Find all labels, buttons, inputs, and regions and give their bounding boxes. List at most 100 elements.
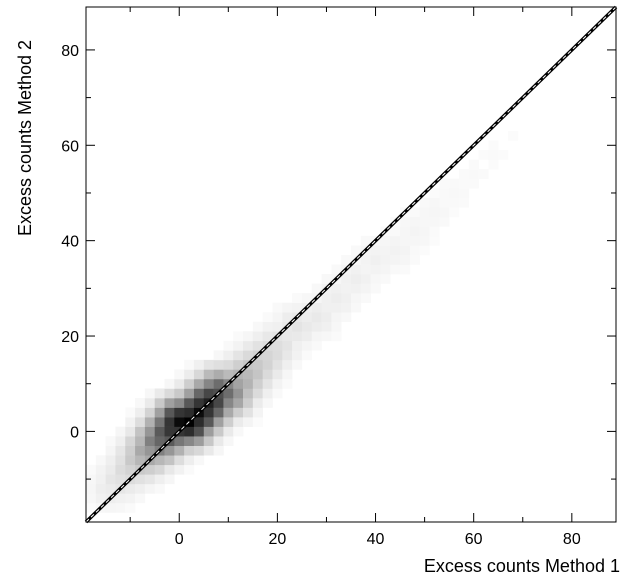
heatmap-cell xyxy=(223,417,234,427)
heatmap-cell xyxy=(429,216,440,227)
heatmap-cell xyxy=(233,331,244,342)
heatmap-cell xyxy=(164,407,175,418)
heatmap-cell xyxy=(360,235,371,246)
heatmap-cell xyxy=(193,455,205,466)
heatmap-cell xyxy=(184,359,195,370)
heatmap-cell xyxy=(193,445,205,456)
heatmap-cell xyxy=(468,178,479,189)
heatmap-cell xyxy=(135,455,146,466)
heatmap-cell xyxy=(105,502,116,513)
heatmap-cell xyxy=(174,369,185,380)
heatmap-cell xyxy=(311,321,322,332)
heatmap-cell xyxy=(400,226,411,237)
heatmap-cell xyxy=(125,502,136,513)
heatmap-cell xyxy=(223,340,234,351)
heatmap-cell xyxy=(135,417,146,427)
heatmap-cell xyxy=(154,474,165,485)
heatmap-cell xyxy=(429,226,440,237)
heatmap-cell xyxy=(115,474,126,485)
heatmap-cell xyxy=(135,445,146,456)
heatmap-cell xyxy=(351,274,362,284)
heatmap-cell xyxy=(95,474,106,485)
heatmap-cell xyxy=(272,359,283,370)
heatmap-cell xyxy=(125,407,136,418)
heatmap-cell xyxy=(439,216,450,227)
heatmap-cell xyxy=(272,388,283,399)
heatmap-cell xyxy=(135,483,146,494)
heatmap-cell xyxy=(135,398,146,408)
heatmap-cell xyxy=(488,159,499,170)
heatmap-cell xyxy=(95,455,106,466)
heatmap-cell xyxy=(223,359,234,370)
heatmap-cell xyxy=(311,331,322,342)
heatmap-cell xyxy=(154,417,165,427)
heatmap-cell xyxy=(115,502,126,513)
x-tick-label: 80 xyxy=(563,531,581,548)
heatmap-cell xyxy=(252,369,263,380)
heatmap-cell xyxy=(193,417,205,427)
heatmap-cell xyxy=(243,388,254,399)
heatmap-cell xyxy=(272,378,283,389)
heatmap-cell xyxy=(282,350,293,361)
heatmap-cell xyxy=(135,474,146,485)
heatmap-cell xyxy=(292,321,303,332)
heatmap-cell xyxy=(154,455,165,466)
heatmap-cell xyxy=(292,331,303,342)
heatmap-cell xyxy=(184,455,195,466)
heatmap-cell xyxy=(439,207,450,218)
x-tick-label: 40 xyxy=(367,531,385,548)
heatmap-cell xyxy=(243,417,254,427)
heatmap-cell xyxy=(400,264,411,275)
heatmap-cell xyxy=(233,350,244,361)
heatmap-cell xyxy=(243,369,254,380)
heatmap-cell xyxy=(321,331,332,342)
heatmap-cell xyxy=(478,169,489,179)
heatmap-cell xyxy=(292,350,303,361)
heatmap-cell xyxy=(233,378,244,389)
heatmap-cell xyxy=(105,455,116,466)
heatmap-cell xyxy=(272,369,283,380)
heatmap-cell xyxy=(164,426,175,437)
heatmap-cell xyxy=(223,369,234,380)
heatmap-cell xyxy=(252,340,263,351)
heatmap-cell xyxy=(301,331,313,342)
heatmap-cell xyxy=(360,264,371,275)
heatmap-cell xyxy=(390,235,401,246)
y-tick-label: 20 xyxy=(61,329,79,346)
heatmap-cell xyxy=(458,188,470,199)
heatmap-cell xyxy=(262,388,273,399)
heatmap-cell xyxy=(488,150,499,160)
y-tick-label: 80 xyxy=(61,43,79,60)
heatmap-cell xyxy=(252,417,263,427)
heatmap-cell xyxy=(390,264,401,275)
heatmap-cell xyxy=(341,274,352,284)
heatmap-cell xyxy=(115,445,126,456)
heatmap-cell xyxy=(262,398,273,408)
heatmap-cell xyxy=(360,254,371,265)
heatmap-cell xyxy=(125,426,136,437)
heatmap-cell xyxy=(331,312,342,323)
heatmap-cell xyxy=(154,464,165,475)
heatmap-cell xyxy=(419,197,430,208)
heatmap-cell xyxy=(292,359,303,370)
heatmap-cell xyxy=(301,293,313,303)
heatmap-cell xyxy=(174,378,185,389)
heatmap-cell xyxy=(233,407,244,418)
heatmap-cell xyxy=(449,197,460,208)
heatmap-cell xyxy=(400,235,411,246)
heatmap-cell xyxy=(243,340,254,351)
heatmap-cell xyxy=(331,321,342,332)
heatmap-cell xyxy=(488,140,499,151)
heatmap-cell xyxy=(213,407,224,418)
heatmap-cell xyxy=(86,493,97,504)
heatmap-cell xyxy=(144,417,156,427)
heatmap-cell xyxy=(164,445,175,456)
heatmap-cell xyxy=(301,312,313,323)
heatmap-cell xyxy=(203,436,214,447)
x-tick-label: 60 xyxy=(465,531,483,548)
heatmap-cell xyxy=(252,359,263,370)
heatmap-cell xyxy=(282,340,293,351)
heatmap-cell xyxy=(154,483,165,494)
heatmap-cell xyxy=(184,426,195,437)
heatmap-cell xyxy=(292,293,303,303)
